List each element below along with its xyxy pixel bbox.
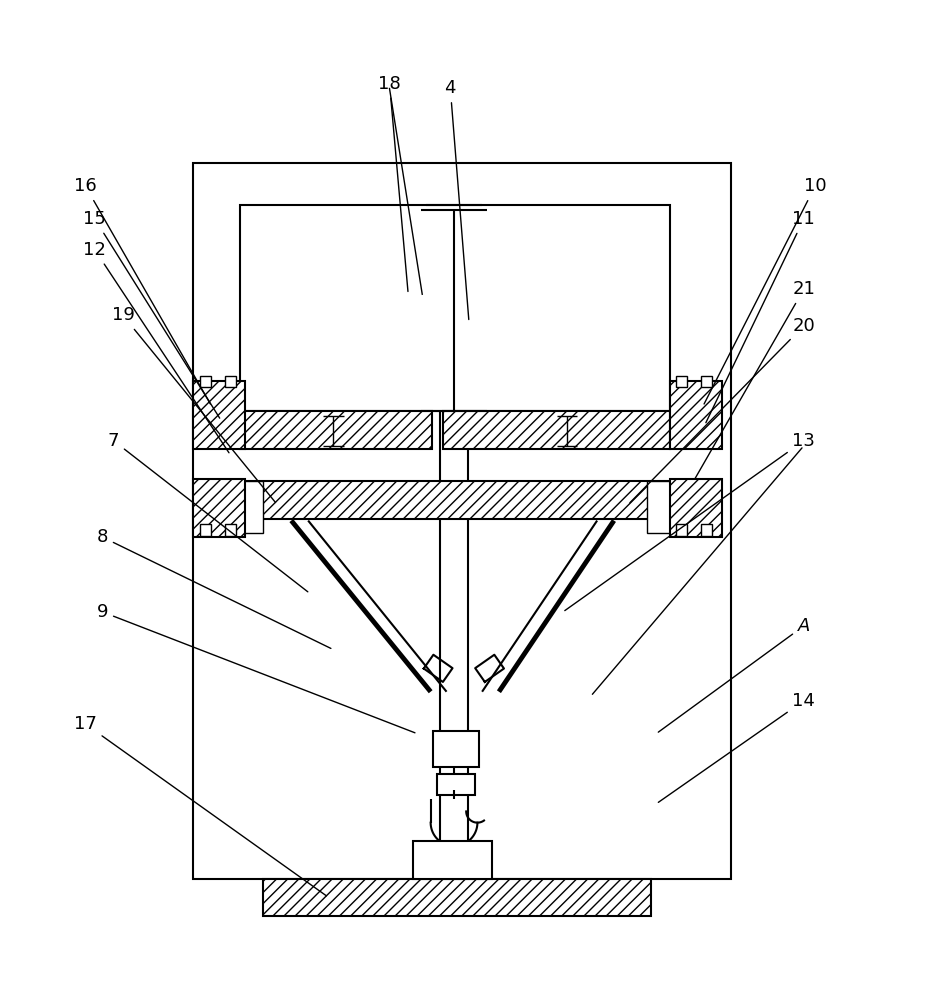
Bar (240, 481, 670, 519)
Bar (264, 879, 651, 916)
Bar (225, 376, 236, 387)
Text: 13: 13 (565, 432, 815, 611)
Bar (675, 524, 687, 536)
Bar (670, 381, 721, 449)
Text: 16: 16 (74, 177, 210, 404)
Text: A: A (658, 617, 810, 732)
Bar (701, 524, 712, 536)
Bar (240, 205, 670, 411)
Text: 14: 14 (658, 692, 815, 802)
Bar (443, 411, 670, 449)
Text: 4: 4 (445, 79, 469, 320)
Bar (437, 774, 475, 795)
Text: 19: 19 (112, 306, 276, 503)
Text: 20: 20 (630, 317, 815, 503)
Bar (646, 481, 670, 533)
Bar (200, 524, 211, 536)
Text: 15: 15 (83, 210, 219, 418)
Text: 10: 10 (704, 177, 826, 404)
Bar (240, 411, 431, 449)
Text: 21: 21 (695, 280, 815, 479)
Bar (225, 524, 236, 536)
Text: 11: 11 (706, 210, 815, 423)
Bar (675, 376, 687, 387)
Bar (240, 481, 264, 533)
Bar (200, 376, 211, 387)
Text: 12: 12 (83, 241, 229, 453)
Bar (670, 479, 721, 537)
Bar (193, 163, 731, 879)
Text: 8: 8 (97, 528, 331, 648)
Bar (193, 381, 245, 449)
Text: 9: 9 (97, 603, 415, 733)
Bar (432, 731, 479, 767)
Bar (413, 841, 492, 879)
Text: 17: 17 (74, 715, 326, 896)
Text: 7: 7 (108, 432, 308, 592)
Bar (701, 376, 712, 387)
Bar (193, 479, 245, 537)
Text: 18: 18 (378, 75, 408, 291)
